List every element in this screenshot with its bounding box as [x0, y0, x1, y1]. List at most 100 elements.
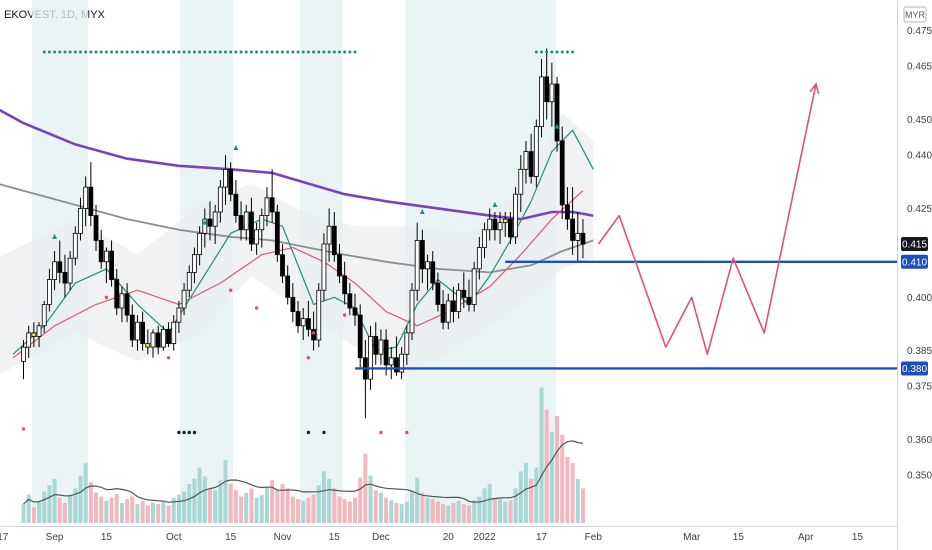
signal-dot-top: [156, 50, 160, 54]
volume-bar: [430, 499, 435, 523]
projection-arrowhead: [809, 82, 820, 94]
candle-body: [487, 218, 493, 231]
volume-bar: [114, 494, 119, 523]
signal-dot-top: [182, 50, 186, 54]
volume-bar: [78, 475, 83, 523]
volume-bar: [394, 502, 399, 523]
signal-dot-top: [73, 50, 77, 54]
signal-dot-top: [187, 50, 191, 54]
signal-dot-top: [42, 50, 46, 54]
signal-marker: [322, 430, 326, 435]
volume-bar: [580, 488, 585, 523]
support-badge-1: [901, 361, 928, 376]
candle-body: [264, 197, 270, 216]
candle-body: [290, 296, 296, 312]
volume-bar: [487, 483, 492, 523]
candle-body: [409, 289, 415, 334]
x-tick-label: 15: [329, 532, 341, 543]
volume-bar: [498, 499, 503, 523]
volume-bar: [342, 499, 347, 523]
signal-dot-top: [94, 50, 98, 54]
candle-body: [378, 339, 384, 355]
candle-body: [425, 261, 430, 270]
candle-body: [518, 168, 524, 195]
x-tick-label: 15: [101, 532, 113, 543]
signal-dot-top: [560, 50, 564, 54]
volume-bar: [125, 499, 130, 523]
support-label-0: 0.410: [902, 257, 927, 268]
volume-bar: [244, 492, 249, 523]
signal-dot-top: [53, 50, 57, 54]
candle-body: [549, 83, 555, 103]
candle-body: [575, 232, 581, 241]
signal-dot-top: [58, 50, 62, 54]
volume-bar: [21, 504, 26, 523]
signal-dot-top: [555, 50, 559, 54]
signal-dot-top: [99, 50, 103, 54]
signal-marker: [306, 430, 311, 435]
candle-body: [166, 328, 171, 344]
signal-marker-up: [202, 219, 208, 225]
ma-long-line: [0, 108, 594, 221]
signal-dot-top: [343, 50, 347, 54]
candle-body: [36, 325, 42, 337]
volume-bar: [518, 471, 523, 523]
signal-dot-top: [327, 50, 331, 54]
volume-bar: [482, 488, 487, 523]
volume-bar: [296, 499, 301, 523]
candle-body: [280, 254, 285, 277]
signal-dot-top: [104, 50, 108, 54]
volume-bar: [451, 502, 456, 523]
volume-bar: [42, 491, 47, 523]
volume-bar: [316, 485, 321, 523]
candle-body: [41, 304, 47, 327]
signal-dot-top: [281, 50, 284, 54]
last-price-badge: [901, 237, 928, 251]
signal-dot-top: [192, 50, 196, 54]
candle-body: [171, 321, 177, 344]
signal-dot-top: [545, 50, 549, 54]
candle-body: [72, 232, 78, 259]
volume-bar: [456, 500, 461, 523]
volume-bar: [378, 492, 383, 523]
candle-body: [451, 300, 456, 312]
volume-bar: [441, 504, 446, 523]
signal-dot-top: [322, 50, 326, 54]
volume-bar: [384, 497, 389, 523]
volume-bar: [539, 387, 544, 523]
volume-bar: [399, 504, 404, 523]
volume-bar: [492, 497, 497, 523]
signal-dot-top: [130, 50, 134, 54]
x-tick-label: Feb: [585, 532, 603, 543]
signal-marker: [192, 430, 197, 435]
volume-bar: [99, 496, 104, 523]
candle-body: [440, 304, 446, 323]
signal-dot-top: [203, 50, 207, 54]
signal-dot-top: [296, 50, 300, 54]
candle-body: [347, 293, 353, 309]
candle-body: [274, 211, 280, 256]
x-tick-label: Oct: [166, 532, 182, 543]
candle-body: [269, 197, 275, 213]
candle-body: [352, 307, 358, 316]
signal-dot-top: [270, 50, 274, 54]
volume-bar: [327, 478, 332, 523]
candle-body: [47, 279, 52, 305]
signal-marker: [187, 430, 191, 435]
signal-dot-top: [286, 50, 290, 54]
volume-bar: [280, 483, 285, 523]
candle-body: [243, 211, 249, 231]
candle-body: [523, 151, 529, 170]
volume-bar: [290, 496, 295, 523]
signal-dot-top: [177, 50, 181, 54]
x-tick-label: 20: [443, 532, 455, 543]
candle-body: [129, 314, 135, 341]
candle-body: [331, 225, 337, 256]
x-tick-label: Apr: [798, 532, 814, 543]
candle-body: [580, 232, 586, 245]
candle-body: [52, 261, 57, 280]
signal-marker: [182, 430, 186, 435]
volume-bar: [202, 476, 207, 523]
y-tick-label: 0.400: [907, 293, 932, 304]
